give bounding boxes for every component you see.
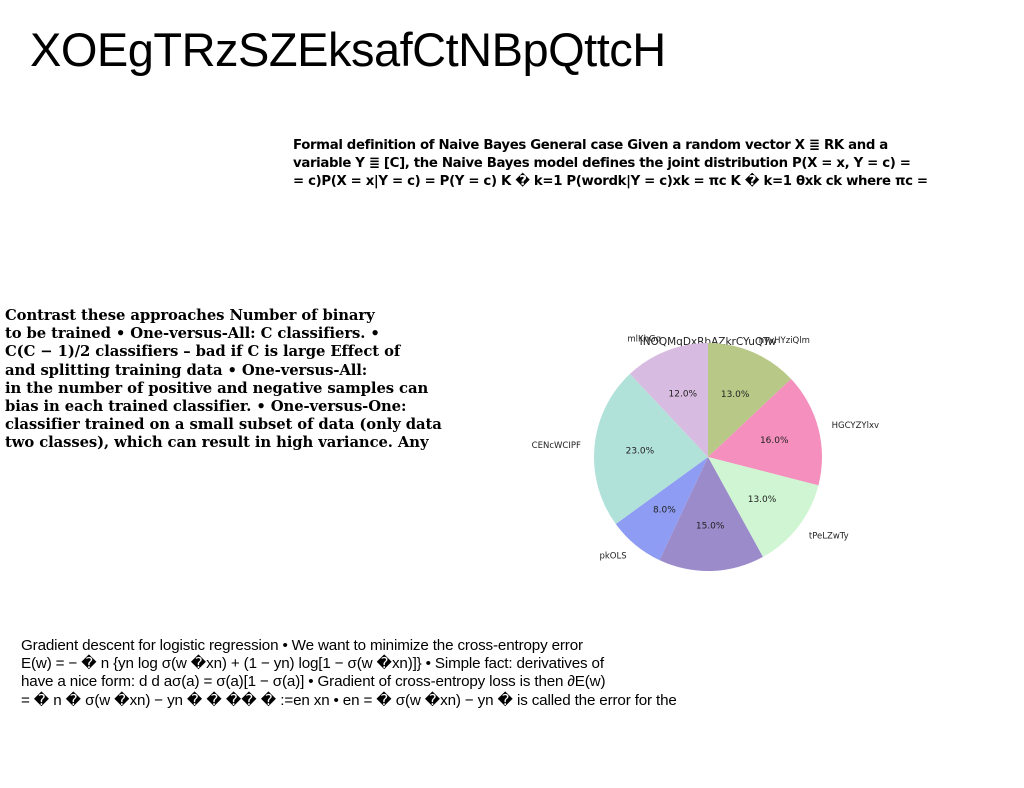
- slice-category-label: CENcWCIPF: [532, 441, 581, 451]
- pie-slice: [708, 343, 792, 457]
- page-title: XOEgTRzSZEksafCtNBpQttcH: [30, 23, 666, 76]
- slice-percent-label: 13.0%: [748, 495, 777, 505]
- pie-slice: [659, 457, 763, 571]
- slice-percent-label: 8.0%: [653, 506, 676, 516]
- text-line: in the number of positive and negative s…: [5, 379, 429, 397]
- slice-category-label: tPeLZwTy: [809, 531, 849, 541]
- text-line: to be trained • One-versus-All: C classi…: [5, 325, 380, 343]
- pie-slice: [594, 373, 708, 525]
- pie-slice: [615, 457, 708, 561]
- text-line: Formal definition of Naive Bayes General…: [293, 138, 888, 153]
- pie-slice: [708, 457, 819, 557]
- text-line: have a nice form: d d aσ(a) = σ(a)[1 − σ…: [21, 673, 606, 691]
- text-line: Contrast these approaches Number of bina…: [5, 307, 375, 324]
- text-line: variable Y ≣ [C], the Naive Bayes model …: [293, 156, 911, 171]
- pie-chart: INOQMqDxRbAZkrCYuQTw 13.0% nyvHYziQlm 16.0…: [520, 330, 900, 590]
- text-line: = c)P(X = x|Y = c) = P(Y = c) K � k=1 P(…: [293, 174, 928, 189]
- slice-percent-label: 15.0%: [696, 521, 725, 531]
- text-line: and splitting training data • One-versus…: [5, 361, 368, 379]
- text-line: = � n � σ(w �xn) − yn � � �� � :=en xn •…: [21, 691, 677, 709]
- slice-category-label: mlKhGq: [627, 334, 661, 344]
- text-line: Gradient descent for logistic regression…: [21, 637, 583, 654]
- pie-chart-svg: INOQMqDxRbAZkrCYuQTw 13.0% nyvHYziQlm 16.0…: [532, 334, 879, 590]
- pie-slice: [708, 378, 822, 486]
- chart-title: INOQMqDxRbAZkrCYuQTw: [640, 336, 777, 348]
- text-line: E(w) = − � n {yn log σ(w �xn) + (1 − yn)…: [21, 655, 604, 673]
- gradient-descent-text: Gradient descent for logistic regression…: [21, 637, 681, 710]
- classifier-contrast-text: Contrast these approaches Number of bina…: [5, 307, 495, 453]
- slice-percent-label: 13.0%: [721, 390, 750, 400]
- text-line: two classes), which can result in high v…: [5, 434, 429, 452]
- text-line: C(C − 1)/2 classifiers – bad if C is lar…: [5, 343, 401, 361]
- pie-slices: [594, 343, 822, 571]
- slice-category-label: pkOLS: [599, 551, 626, 561]
- text-line: bias in each trained classifier. • One-v…: [5, 398, 407, 416]
- slice-category-label: HGCYZYlxv: [832, 421, 879, 431]
- naive-bayes-text: Formal definition of Naive Bayes General…: [293, 137, 993, 191]
- pie-slice: [629, 343, 708, 457]
- text-line: classifier trained on a small subset of …: [5, 416, 442, 434]
- slice-category-label: nyvHYziQlm: [759, 336, 810, 346]
- slice-percent-label: 12.0%: [669, 389, 698, 399]
- slice-percent-label: 16.0%: [760, 436, 789, 446]
- slice-percent-label: 23.0%: [626, 447, 655, 457]
